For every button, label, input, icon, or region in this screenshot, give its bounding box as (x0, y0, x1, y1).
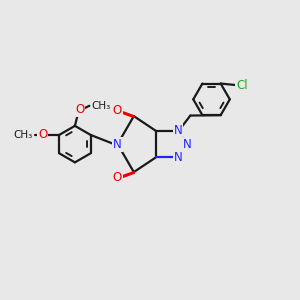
Text: O: O (75, 103, 85, 116)
Text: N: N (174, 124, 182, 137)
Text: N: N (182, 138, 191, 151)
Text: O: O (38, 128, 47, 142)
Text: CH₃: CH₃ (92, 101, 111, 111)
Text: N: N (113, 138, 122, 151)
Text: N: N (174, 151, 182, 164)
Text: Cl: Cl (236, 79, 248, 92)
Text: O: O (112, 104, 122, 117)
Text: O: O (112, 172, 122, 184)
Text: CH₃: CH₃ (14, 130, 33, 140)
